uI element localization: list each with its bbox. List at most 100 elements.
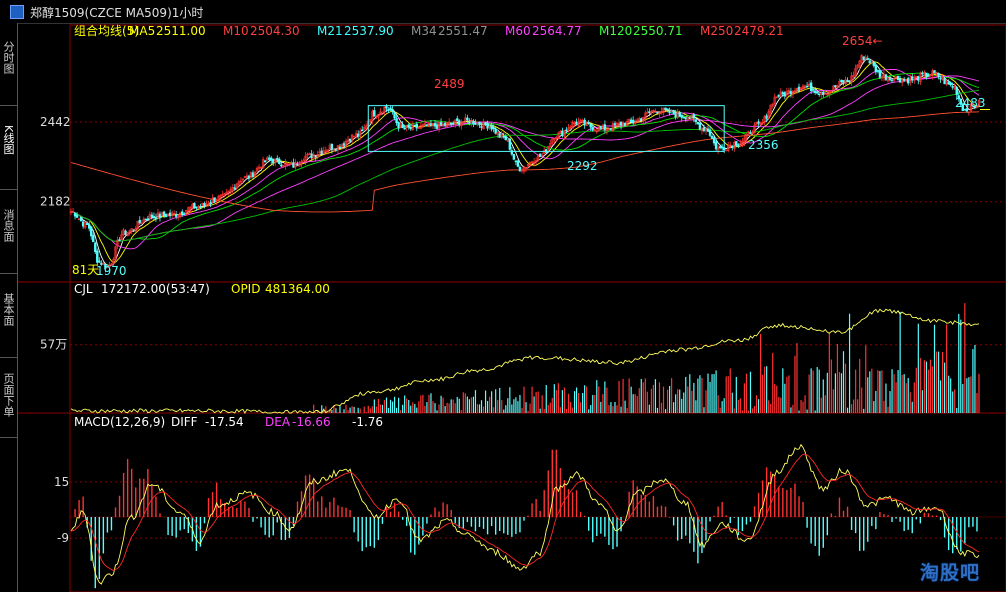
price-legend-label: M34 [411, 24, 437, 38]
candle-body [729, 144, 732, 147]
candle-body [298, 163, 301, 167]
candle-body [587, 122, 590, 124]
candle-body [413, 124, 416, 127]
candle-body [482, 121, 485, 130]
candle-body [763, 116, 766, 123]
candle-body [828, 90, 831, 95]
window-title: 郑醇1509(CZCE MA509)1小时 [30, 6, 204, 20]
candle-body [352, 135, 356, 138]
candle-body [961, 103, 965, 111]
candle-body [88, 224, 91, 229]
candle-body [185, 210, 188, 216]
candle-body [767, 111, 770, 119]
candle-body [292, 162, 295, 168]
candle-body [557, 132, 560, 139]
macd-legend-label: MACD(12,26,9) [74, 415, 165, 429]
candle-body [753, 124, 756, 133]
candle-body [189, 206, 192, 210]
candle-body [150, 214, 154, 218]
tab-intraday[interactable]: 分时图 [0, 41, 17, 106]
ma250-line [70, 111, 980, 213]
candle-body [779, 91, 783, 97]
candle-body [593, 129, 596, 132]
price-legend-value: 2504.30 [250, 24, 300, 38]
candle-body [387, 108, 390, 111]
candle-body [132, 229, 135, 231]
candle-body [696, 122, 700, 125]
candle-body [502, 135, 505, 138]
candle-body [965, 108, 969, 112]
candle-body [565, 129, 568, 132]
candle-body [933, 70, 936, 73]
candle-body [848, 80, 851, 83]
candle-body [514, 160, 518, 163]
candle-body [797, 86, 801, 90]
ma60-line [71, 75, 980, 242]
candle-body [79, 216, 83, 222]
tab-kline[interactable]: K线图 [0, 125, 17, 190]
candle-body [136, 220, 139, 229]
price-legend-label: M21 [317, 24, 343, 38]
candle-body [534, 160, 538, 162]
candle-body [494, 128, 497, 134]
candle-body [518, 166, 522, 172]
tab-fundamentals[interactable]: 基本面 [0, 293, 17, 358]
candle-body [193, 202, 196, 209]
candle-body [207, 203, 210, 206]
candle-body [433, 122, 437, 127]
candle-body [749, 132, 752, 135]
candle-body [694, 119, 698, 122]
candle-body [126, 232, 129, 236]
candle-body [589, 124, 592, 128]
candle-body [81, 221, 85, 227]
candle-body [383, 107, 386, 113]
candle-body [288, 163, 291, 166]
tab-page-order[interactable]: 页面下单 [0, 373, 17, 438]
ma10-line [71, 61, 980, 264]
candle-body [636, 119, 639, 123]
candle-body [971, 104, 975, 107]
candle-body [395, 118, 398, 124]
candle-body [478, 121, 481, 126]
candle-body [490, 124, 493, 130]
candle-body [745, 133, 748, 139]
candle-body [280, 164, 283, 167]
candle-body [917, 76, 920, 81]
consolidation-rectangle [367, 105, 725, 152]
candle-body [512, 154, 516, 160]
candle-body [116, 239, 119, 247]
candle-body [664, 107, 667, 111]
tab-news[interactable]: 消息面 [0, 209, 17, 274]
candle-body [840, 79, 843, 83]
candle-body [720, 146, 724, 149]
candle-body [75, 214, 79, 218]
candle-body [625, 121, 629, 126]
candle-body [575, 121, 578, 125]
candle-body [274, 158, 277, 163]
candle-body [654, 111, 657, 113]
candle-body [217, 195, 220, 200]
candle-body [296, 163, 299, 166]
candle-body [609, 128, 613, 130]
price-tick-2182: 2182 [40, 195, 71, 209]
period-label: 81天 [72, 263, 99, 277]
macd-diff-line [70, 443, 980, 585]
candle-body [698, 122, 702, 130]
candle-body [925, 72, 928, 77]
candle-body [969, 103, 973, 112]
candle-body [783, 92, 787, 97]
candle-body [874, 64, 878, 73]
candle-body [98, 260, 101, 263]
candle-body [816, 91, 819, 94]
candle-body [769, 104, 772, 114]
candle-body [110, 263, 113, 266]
candle-body [415, 123, 419, 129]
candle-body [536, 154, 540, 161]
candle-body [842, 80, 845, 84]
candle-body [868, 60, 871, 64]
candle-body [94, 242, 97, 253]
candle-body [304, 155, 307, 162]
candle-body [809, 82, 813, 92]
candle-body [373, 110, 376, 117]
